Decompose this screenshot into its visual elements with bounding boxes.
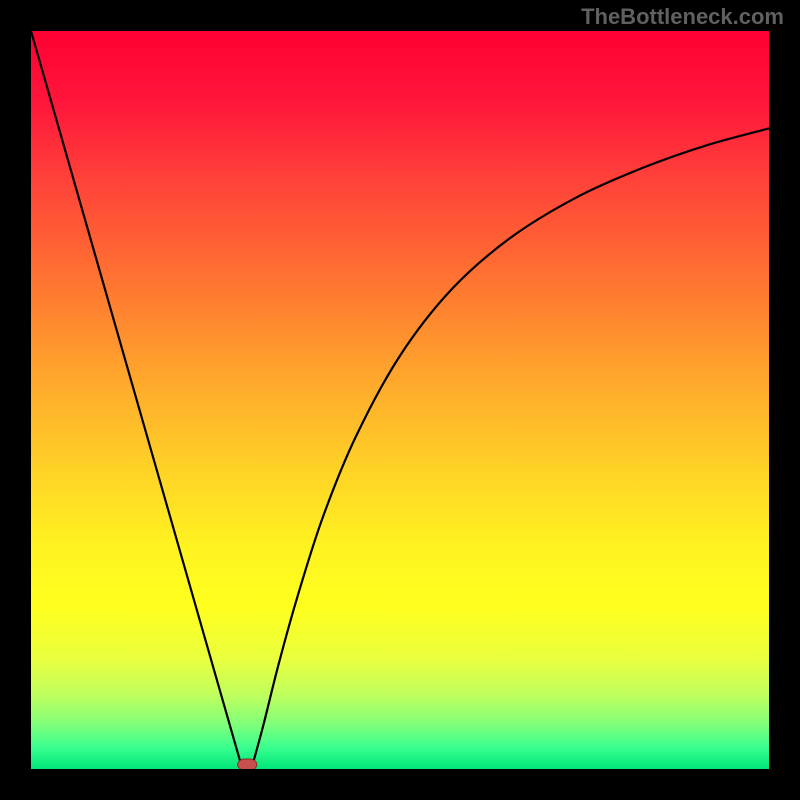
gradient-background xyxy=(31,31,769,769)
plot-area xyxy=(31,31,769,769)
chart-frame: TheBottleneck.com xyxy=(0,0,800,800)
watermark-text: TheBottleneck.com xyxy=(581,4,784,30)
plot-svg xyxy=(31,31,769,769)
min-marker xyxy=(238,759,257,769)
